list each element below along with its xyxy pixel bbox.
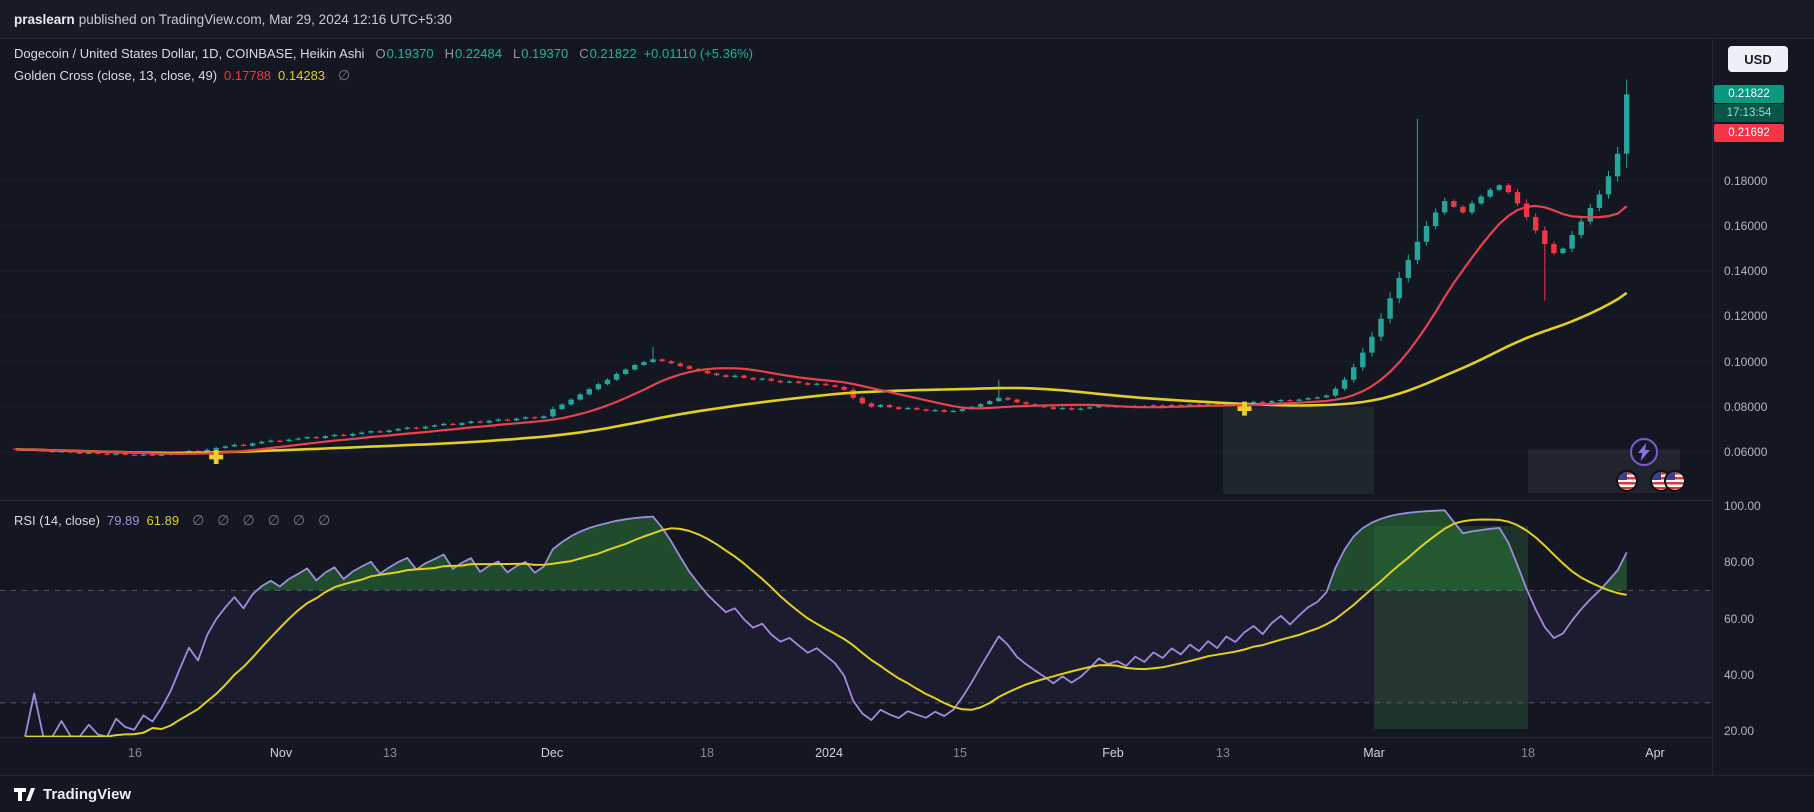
golden-cross-legend[interactable]: Golden Cross (close, 13, close, 49) 0.17… <box>14 67 350 84</box>
time-axis-label: 18 <box>677 746 737 760</box>
currency-toggle-usd[interactable]: USD <box>1728 46 1788 72</box>
rsi-disabled-icon-4[interactable]: ∅ <box>268 512 280 529</box>
rsi-disabled-icon-3[interactable]: ∅ <box>242 512 254 529</box>
last-price-badge: 0.21822 <box>1714 85 1784 103</box>
close-label: C <box>579 46 588 61</box>
tradingview-logo-icon[interactable] <box>12 785 36 803</box>
reaction-flag-icon[interactable] <box>1664 470 1686 492</box>
golden-cross-slow-value: 0.14283 <box>278 68 325 83</box>
rsi-tick-label: 100.00 <box>1724 499 1761 513</box>
open-label: O <box>375 46 385 61</box>
price-tick-label: 0.18000 <box>1724 174 1767 188</box>
last-price-value: 0.21822 <box>1728 88 1770 100</box>
low-value: 0.19370 <box>521 46 568 61</box>
price-tick-label: 0.08000 <box>1724 400 1767 414</box>
rsi-ma-value: 61.89 <box>147 513 180 528</box>
rsi-tick-label: 80.00 <box>1724 555 1754 569</box>
tradingview-brand[interactable]: TradingView <box>43 786 131 803</box>
high-label: H <box>445 46 454 61</box>
alt-price-badge: 0.21692 <box>1714 124 1784 142</box>
time-axis[interactable]: 16 Nov 13 Dec 18 2024 15 Feb 13 Mar 18 Apr <box>0 737 1712 776</box>
time-axis-label: 18 <box>1498 746 1558 760</box>
rsi-chart-pane[interactable] <box>0 503 1712 737</box>
time-axis-label: 13 <box>1193 746 1253 760</box>
open-value: 0.19370 <box>387 46 434 61</box>
boost-lightning-icon[interactable] <box>1630 438 1658 466</box>
author-name: praslearn <box>14 12 75 27</box>
price-tick-label: 0.14000 <box>1724 264 1767 278</box>
golden-cross-fast-value: 0.17788 <box>224 68 271 83</box>
rsi-disabled-icon-6[interactable]: ∅ <box>318 512 330 529</box>
indicator-disabled-icon[interactable]: ∅ <box>338 67 350 84</box>
time-axis-label: Mar <box>1344 746 1404 760</box>
alt-price-value: 0.21692 <box>1728 127 1770 139</box>
publish-info-bar: praslearn published on TradingView.com, … <box>0 0 1814 39</box>
price-tick-label: 0.10000 <box>1724 355 1767 369</box>
reaction-flag-icon[interactable] <box>1616 470 1638 492</box>
rsi-disabled-icon-1[interactable]: ∅ <box>192 512 204 529</box>
time-axis-label: Feb <box>1083 746 1143 760</box>
rsi-legend[interactable]: RSI (14, close) 79.89 61.89 ∅ ∅ ∅ ∅ ∅ ∅ <box>14 512 330 529</box>
time-axis-label: Nov <box>251 746 311 760</box>
footer-bar: TradingView <box>0 775 1814 812</box>
bar-countdown-badge: 17:13:54 <box>1714 104 1784 122</box>
price-tick-label: 0.06000 <box>1724 445 1767 459</box>
price-tick-label: 0.16000 <box>1724 219 1767 233</box>
symbol-title[interactable]: Dogecoin / United States Dollar, 1D, COI… <box>14 46 364 61</box>
time-axis-label: 13 <box>360 746 420 760</box>
high-value: 0.22484 <box>455 46 502 61</box>
rsi-disabled-icon-2[interactable]: ∅ <box>217 512 229 529</box>
golden-cross-name[interactable]: Golden Cross (close, 13, close, 49) <box>14 68 217 83</box>
price-tick-label: 0.12000 <box>1724 309 1767 323</box>
rsi-tick-label: 40.00 <box>1724 668 1754 682</box>
low-label: L <box>513 46 520 61</box>
symbol-legend[interactable]: Dogecoin / United States Dollar, 1D, COI… <box>14 46 753 61</box>
time-axis-label: 2024 <box>799 746 859 760</box>
tradingview-published-chart: praslearn published on TradingView.com, … <box>0 0 1814 812</box>
time-axis-label: 15 <box>930 746 990 760</box>
rsi-tick-label: 60.00 <box>1724 612 1754 626</box>
time-axis-label: Dec <box>522 746 582 760</box>
time-axis-label: Apr <box>1625 746 1685 760</box>
rsi-value: 79.89 <box>107 513 140 528</box>
time-axis-label: 16 <box>105 746 165 760</box>
price-axis-separator <box>1712 39 1713 775</box>
rsi-tick-label: 20.00 <box>1724 724 1754 738</box>
rsi-disabled-icon-5[interactable]: ∅ <box>293 512 305 529</box>
currency-toggle-label: USD <box>1744 52 1771 67</box>
rsi-name[interactable]: RSI (14, close) <box>14 513 100 528</box>
publish-info-text: published on TradingView.com, Mar 29, 20… <box>79 12 452 27</box>
pane-separator[interactable] <box>0 500 1712 501</box>
bar-countdown-value: 17:13:54 <box>1727 107 1772 119</box>
change-value: +0.01110 (+5.36%) <box>644 46 753 61</box>
close-value: 0.21822 <box>590 46 637 61</box>
price-chart-pane[interactable] <box>0 39 1712 497</box>
